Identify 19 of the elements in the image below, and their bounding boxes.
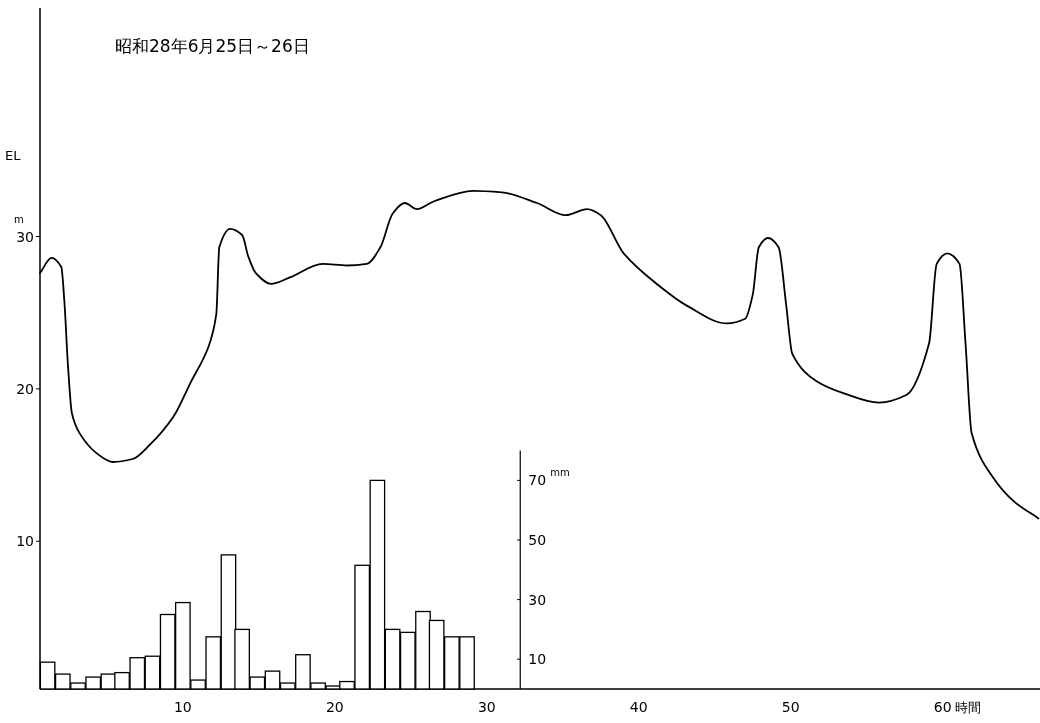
x-tick-label: 30 [477,699,496,715]
axis-y2: 10 30 50 70 [516,449,547,690]
x-tick-label: 40 [629,699,648,715]
y-tick-label: 20 [16,380,34,397]
text: m [14,213,24,225]
y2-tick-label: 70 [528,472,547,489]
y2-tick-label: 10 [528,651,547,668]
x-tick-label: 10 [173,699,192,715]
x-tick-label: 50 [781,699,800,715]
x-tick-label: 20 [325,699,344,715]
y2-axis-title: mm [550,467,570,479]
y-tick-label: 30 [16,228,34,245]
text: 昭和28年6月25日～26日 [115,36,310,56]
x-tick-label: 60 [933,699,952,715]
y2-tick-label: 30 [528,591,547,608]
y2-tick-label: 50 [528,531,547,548]
y-axis-title: EL [5,148,22,163]
x-axis-title: 時間 [954,700,981,715]
y-tick-label: 10 [16,533,34,550]
